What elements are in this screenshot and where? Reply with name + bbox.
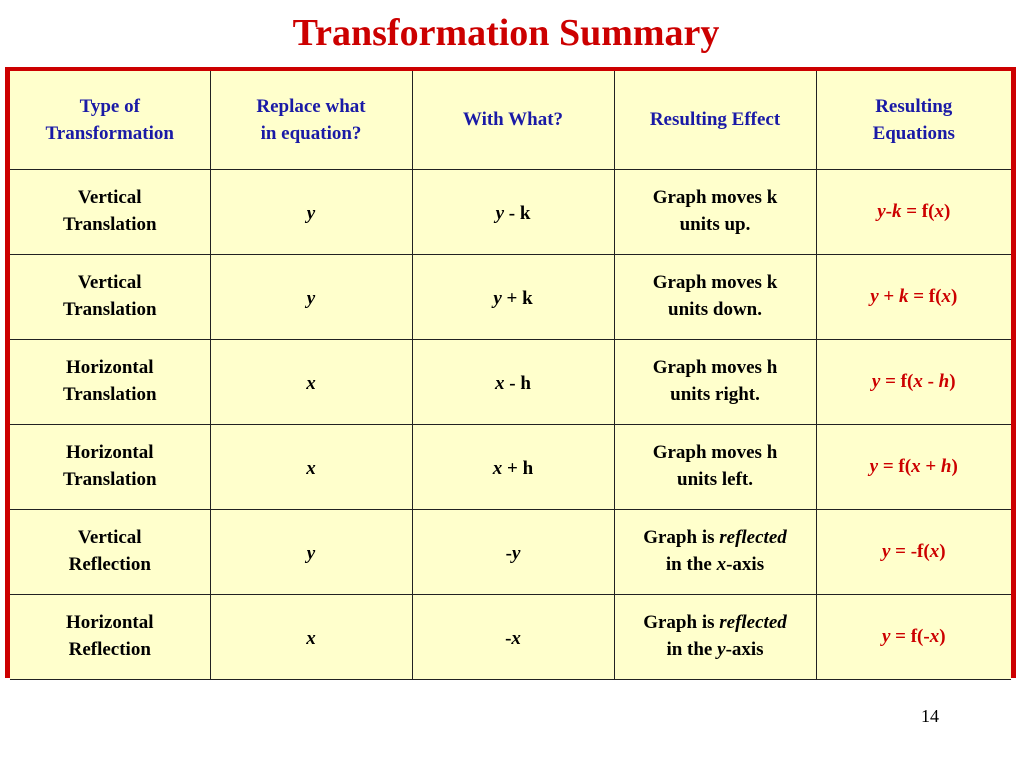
cell-effect: Graph moves k units up.	[613, 168, 817, 255]
cell-effect: Graph moves h units right.	[613, 338, 817, 425]
cell-type: Vertical Translation	[10, 168, 211, 255]
table-row: Horizontal Translation x x + h Graph move…	[10, 423, 1011, 510]
table-row: Vertical Reflection y -y Graph is reflect…	[10, 508, 1011, 595]
cell-effect: Graph moves h units left.	[613, 423, 817, 510]
cell-replace: y	[209, 508, 413, 595]
cell-replace: y	[209, 253, 413, 340]
cell-effect: Graph is reflected in the y-axis	[613, 593, 817, 680]
cell-equation: y = f(-x)	[815, 593, 1011, 680]
cell-type: Vertical Translation	[10, 253, 211, 340]
table-row: Horizontal Reflection x -x Graph is refle…	[10, 593, 1011, 680]
cell-replace: x	[209, 338, 413, 425]
cell-type: Horizontal Reflection	[10, 593, 211, 680]
cell-with: x + h	[411, 423, 615, 510]
header-replace-what: Replace what in equation?	[209, 71, 413, 170]
table-row: Horizontal Translation x x - h Graph move…	[10, 338, 1011, 425]
slide-title: Transformation Summary	[292, 12, 720, 54]
cell-with: y - k	[411, 168, 615, 255]
cell-equation: y = f(x + h)	[815, 423, 1011, 510]
transformation-table-frame: Type of Transformation Replace what in e…	[5, 67, 1016, 680]
header-resulting-equations: Resulting Equations	[815, 71, 1011, 170]
cell-replace: y	[209, 168, 413, 255]
header-resulting-effect: Resulting Effect	[613, 71, 817, 170]
header-type-of-transformation: Type of Transformation	[10, 71, 211, 170]
cell-type: Vertical Reflection	[10, 508, 211, 595]
cell-replace: x	[209, 423, 413, 510]
cell-replace: x	[209, 593, 413, 680]
cell-with: y + k	[411, 253, 615, 340]
header-with-what: With What?	[411, 71, 615, 170]
cell-equation: y-k = f(x)	[815, 168, 1011, 255]
table-header-row: Type of Transformation Replace what in e…	[10, 71, 1011, 170]
cell-type: Horizontal Translation	[10, 338, 211, 425]
cell-type: Horizontal Translation	[10, 423, 211, 510]
table-row: Vertical Translation y y - k Graph moves …	[10, 168, 1011, 255]
page-number: 14	[921, 706, 939, 726]
cell-with: x - h	[411, 338, 615, 425]
cell-effect: Graph is reflected in the x-axis	[613, 508, 817, 595]
cell-with: -x	[411, 593, 615, 680]
cell-effect: Graph moves k units down.	[613, 253, 817, 340]
cell-equation: y = -f(x)	[815, 508, 1011, 595]
transformation-summary-table: Type of Transformation Replace what in e…	[10, 71, 1011, 680]
cell-with: -y	[411, 508, 615, 595]
cell-equation: y = f(x - h)	[815, 338, 1011, 425]
table-row: Vertical Translation y y + k Graph moves …	[10, 253, 1011, 340]
cell-equation: y + k = f(x)	[815, 253, 1011, 340]
